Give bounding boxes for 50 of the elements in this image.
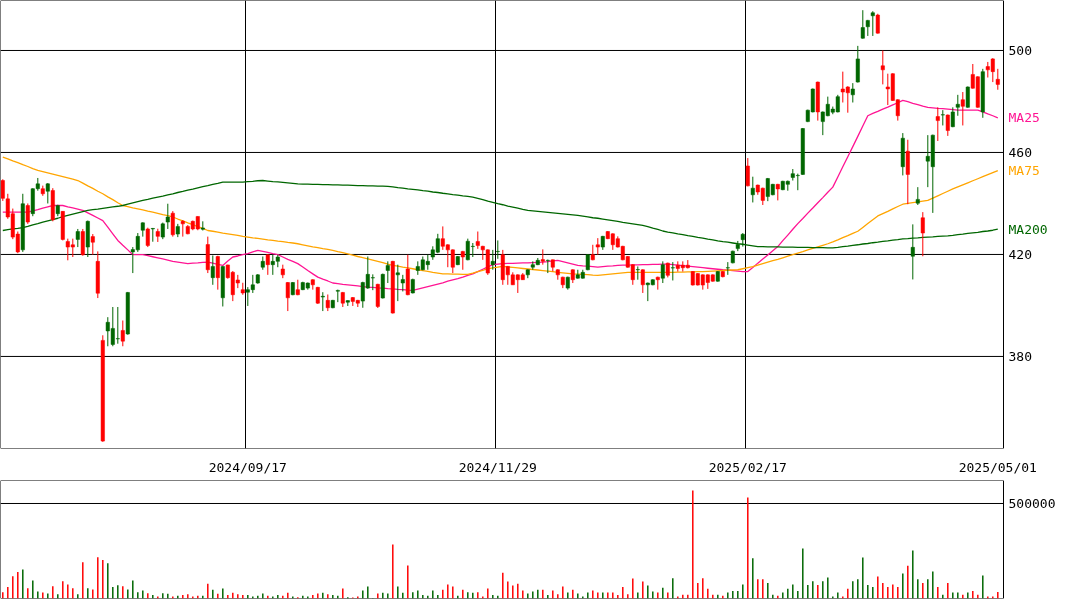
x-tick-label: 2025/02/17 — [708, 459, 787, 475]
candlestick — [660, 260, 665, 284]
candlestick — [120, 320, 125, 347]
candlestick — [635, 265, 640, 281]
candlestick — [995, 68, 1000, 91]
candlestick — [935, 106, 940, 142]
series-label: MA200 — [1008, 221, 1048, 237]
candlestick — [920, 211, 925, 257]
candlestick — [170, 210, 175, 238]
candlestick — [870, 10, 875, 37]
candlestick — [750, 176, 755, 203]
candlestick — [880, 49, 885, 85]
candlestick — [375, 283, 380, 309]
candlestick — [80, 228, 85, 257]
x-tick-label: 2024/09/17 — [208, 459, 287, 475]
candlestick — [745, 157, 750, 187]
candlestick — [90, 233, 95, 256]
candlestick — [385, 260, 390, 284]
candlestick — [945, 113, 950, 137]
candlestick — [860, 9, 865, 40]
candlestick — [165, 203, 170, 230]
candlestick — [75, 228, 80, 248]
x-tick-label: 2025/05/01 — [958, 459, 1037, 475]
candlestick — [905, 139, 910, 205]
candlestick — [395, 264, 400, 302]
y-tick-label: 420 — [1008, 246, 1032, 262]
candlestick — [965, 85, 970, 109]
candlestick — [640, 268, 645, 294]
series-label: MA75 — [1008, 163, 1040, 179]
y-tick-label: 500000 — [1008, 495, 1056, 511]
y-tick-label: 380 — [1008, 348, 1032, 364]
candlestick — [955, 94, 960, 117]
candlestick — [320, 291, 325, 312]
candlestick — [380, 273, 385, 300]
candlestick — [210, 254, 215, 286]
candlestick — [25, 202, 30, 225]
candlestick — [45, 182, 50, 204]
candlestick — [670, 261, 675, 281]
y-tick-label: 460 — [1008, 144, 1032, 160]
candlestick — [960, 91, 965, 126]
y-tick-label: 500 — [1008, 42, 1032, 58]
candlestick — [490, 249, 495, 271]
candlestick — [265, 253, 270, 276]
series-label: MA25 — [1008, 110, 1040, 126]
x-tick-label: 2024/11/29 — [458, 459, 537, 475]
candlestick — [855, 45, 860, 84]
candlestick — [495, 239, 500, 260]
candlestick — [285, 281, 290, 312]
candlestick — [215, 255, 220, 291]
candlestick — [850, 82, 855, 103]
